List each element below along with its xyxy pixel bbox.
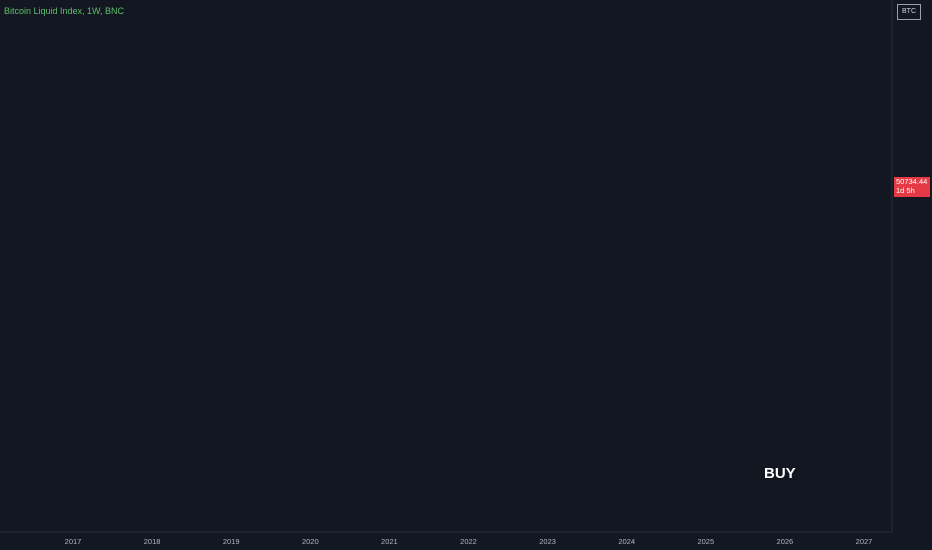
x-tick-label: 2027: [856, 537, 873, 546]
x-tick-label: 2020: [302, 537, 319, 546]
ticker-box[interactable]: BTC: [897, 4, 921, 20]
chart-title: Bitcoin Liquid Index, 1W, BNC: [4, 6, 125, 16]
x-tick-label: 2025: [697, 537, 714, 546]
x-tick-label: 2023: [539, 537, 556, 546]
price-tag-value: 50734.44: [896, 177, 928, 186]
x-tick-label: 2026: [777, 537, 794, 546]
x-tick-label: 2024: [618, 537, 635, 546]
price-tag: 50734.44 1d 5h: [894, 177, 930, 197]
x-tick-label: 2018: [144, 537, 161, 546]
x-tick-label: 2017: [65, 537, 82, 546]
x-tick-label: 2022: [460, 537, 477, 546]
x-tick-label: 2021: [381, 537, 398, 546]
price-tag-countdown: 1d 5h: [896, 186, 915, 195]
x-tick-label: 2019: [223, 537, 240, 546]
buy-label: BUY: [764, 465, 796, 482]
